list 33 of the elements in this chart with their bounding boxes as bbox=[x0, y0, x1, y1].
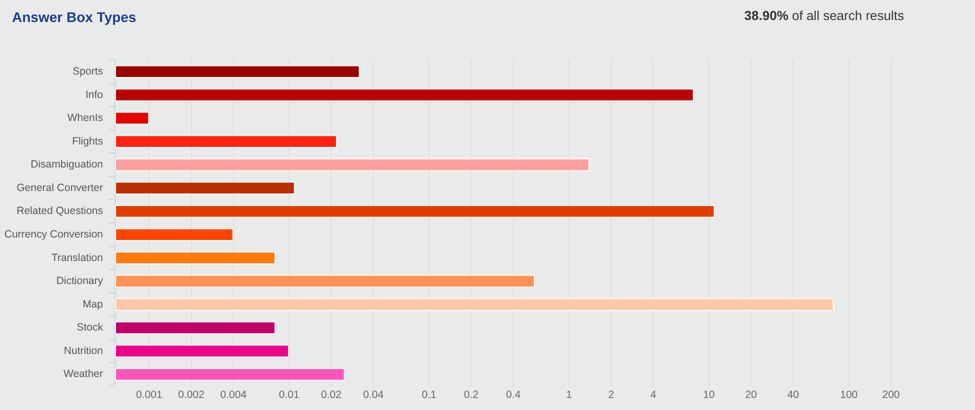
x-tick-label: 0.002 bbox=[178, 389, 205, 402]
x-tick-label: 2 bbox=[608, 389, 614, 402]
y-tick-label: Weather bbox=[64, 368, 104, 380]
y-tick-label: Map bbox=[82, 298, 104, 310]
y-tick-label: Translation bbox=[51, 252, 104, 264]
x-tick-label: 0.2 bbox=[464, 389, 479, 402]
y-tick-label: Currency Conversion bbox=[4, 228, 104, 241]
y-tick-label: Info bbox=[85, 88, 104, 101]
y-tick-label: General Converter bbox=[16, 182, 104, 194]
x-tick-label: 0.001 bbox=[136, 389, 162, 402]
x-tick-label: 4 bbox=[650, 389, 656, 402]
x-tick-label: 200 bbox=[882, 389, 900, 402]
chart-subtitle: 38.90% of all search results bbox=[744, 8, 904, 23]
y-tick-label: Stock bbox=[76, 322, 104, 334]
y-tick-label: Dictionary bbox=[56, 275, 104, 288]
y-tick-label: Sports bbox=[72, 66, 103, 78]
x-tick-label: 0.004 bbox=[220, 389, 247, 402]
y-tick-label: Disambiguation bbox=[30, 158, 104, 171]
x-tick-label: 0.02 bbox=[321, 389, 342, 402]
x-tick-label: 1 bbox=[566, 389, 572, 402]
x-tick-label: 40 bbox=[787, 389, 800, 402]
y-tick-label: Related Questions bbox=[16, 205, 103, 218]
y-tick-label: Flights bbox=[72, 135, 103, 148]
x-tick-label: 0.4 bbox=[506, 389, 521, 402]
y-tick-label: Nutrition bbox=[64, 344, 104, 357]
y-tick-label: WhenIs bbox=[67, 112, 103, 124]
x-tick-label: 100 bbox=[840, 389, 858, 402]
x-tick-label: 10 bbox=[703, 389, 715, 402]
x-tick-label: 20 bbox=[745, 389, 758, 402]
x-tick-label: 0.04 bbox=[363, 389, 384, 402]
chart-title: Answer Box Types bbox=[12, 9, 136, 25]
x-tick-label: 0.1 bbox=[422, 389, 436, 402]
x-tick-label: 0.01 bbox=[278, 389, 300, 402]
